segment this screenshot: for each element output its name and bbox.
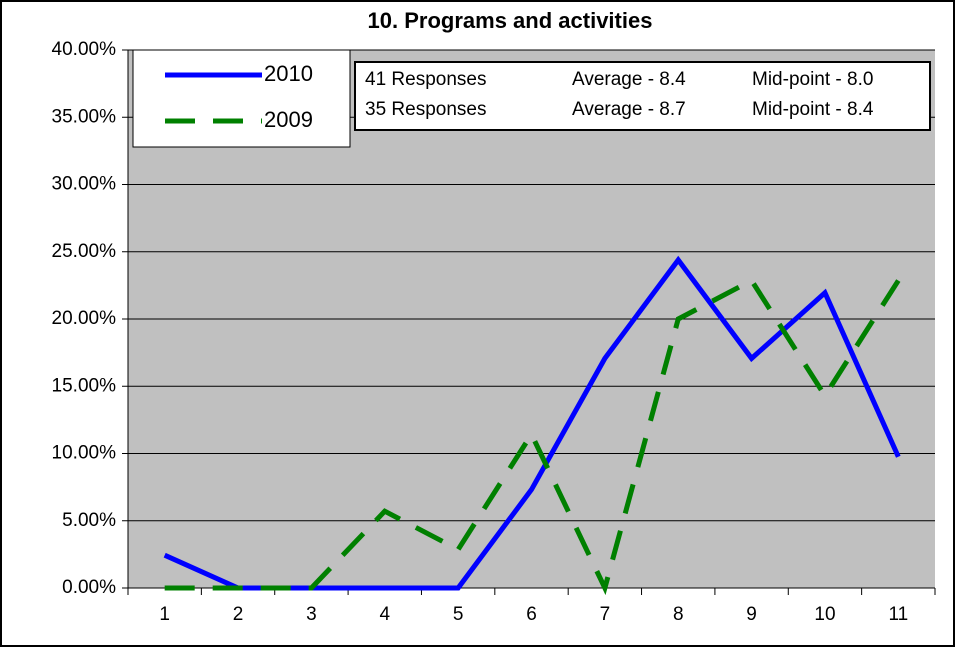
annotation: Average - 8.7 — [572, 99, 686, 120]
x-tick-label: 2 — [233, 604, 244, 625]
x-tick-label: 4 — [379, 604, 390, 625]
x-tick-label: 7 — [600, 604, 611, 625]
y-tick-label: 15.00% — [52, 375, 117, 396]
x-tick-label: 8 — [673, 604, 684, 625]
x-tick-label: 9 — [746, 604, 757, 625]
legend-label: 2010 — [264, 61, 313, 86]
y-tick-label: 0.00% — [62, 577, 116, 598]
x-tick-label: 10 — [814, 604, 835, 625]
series-line — [164, 277, 901, 596]
y-tick-label: 25.00% — [52, 241, 117, 262]
x-tick-label: 5 — [453, 604, 464, 625]
x-tick-label: 1 — [159, 604, 170, 625]
y-tick-label: 20.00% — [52, 308, 117, 329]
x-tick-label: 6 — [526, 604, 537, 625]
annotation: Average - 8.4 — [572, 69, 686, 90]
legend-box — [132, 49, 351, 148]
legend-label: 2009 — [264, 107, 313, 132]
y-tick-label: 5.00% — [62, 510, 116, 531]
annotation: Mid-point - 8.0 — [752, 69, 873, 90]
x-tick-label: 11 — [888, 604, 908, 625]
annotation: Mid-point - 8.4 — [752, 99, 874, 120]
y-tick-label: 10.00% — [52, 443, 117, 464]
y-tick-label: 30.00% — [52, 174, 117, 195]
x-tick-label: 3 — [306, 604, 317, 625]
chart-title: 10. Programs and activities — [368, 8, 653, 33]
annotation: 35 Responses — [365, 99, 486, 120]
annotation-box — [354, 61, 931, 131]
y-tick-label: 40.00% — [52, 39, 117, 60]
y-tick-label: 35.00% — [52, 106, 117, 127]
annotation: 41 Responses — [365, 69, 486, 90]
